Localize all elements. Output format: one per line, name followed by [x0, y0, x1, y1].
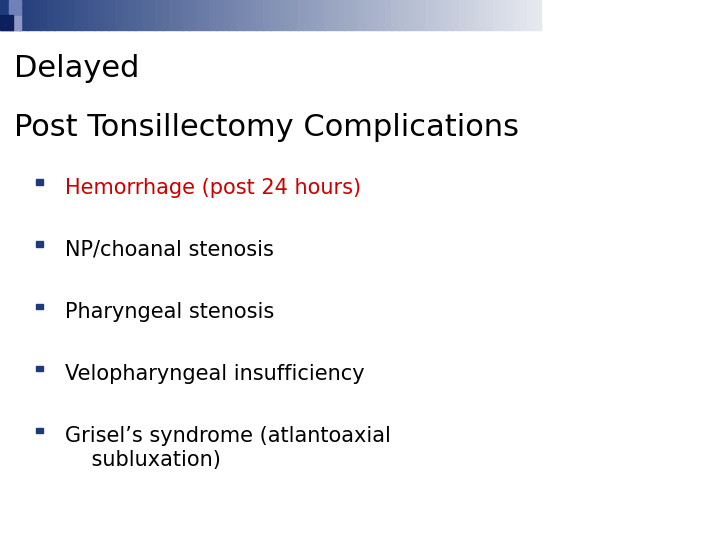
Text: Velopharyngeal insufficiency: Velopharyngeal insufficiency [65, 364, 364, 384]
Bar [196, 0, 203, 30]
Bar [398, 0, 406, 30]
Bar [36, 179, 43, 185]
Bar [438, 0, 446, 30]
Bar [176, 0, 183, 30]
Bar [506, 0, 514, 30]
Text: Hemorrhage (post 24 hours): Hemorrhage (post 24 hours) [65, 178, 361, 198]
Bar [94, 0, 102, 30]
Bar [270, 0, 277, 30]
Bar [128, 0, 135, 30]
Bar [351, 0, 359, 30]
Bar [34, 0, 41, 30]
Bar [243, 0, 251, 30]
Bar [418, 0, 426, 30]
Bar [9, 16, 21, 30]
Text: Pharyngeal stenosis: Pharyngeal stenosis [65, 302, 274, 322]
Text: Delayed: Delayed [14, 54, 140, 83]
Bar [162, 0, 169, 30]
Bar [466, 0, 473, 30]
Bar [459, 0, 467, 30]
Bar [36, 366, 43, 371]
Bar [500, 0, 507, 30]
Bar [452, 0, 460, 30]
Bar [236, 0, 243, 30]
Bar [48, 0, 55, 30]
Bar [520, 0, 527, 30]
Bar [6, 0, 14, 30]
Bar [526, 0, 534, 30]
Bar [392, 0, 399, 30]
Bar [108, 0, 115, 30]
Bar [446, 0, 453, 30]
Bar [189, 0, 197, 30]
Bar [264, 0, 271, 30]
Bar [36, 303, 43, 309]
Bar [88, 0, 95, 30]
Bar [330, 0, 338, 30]
Bar [156, 0, 163, 30]
Bar [297, 0, 305, 30]
Bar [344, 0, 352, 30]
Bar [513, 0, 521, 30]
Bar [230, 0, 237, 30]
Bar [412, 0, 419, 30]
Text: Grisel’s syndrome (atlantoaxial
    subluxation): Grisel’s syndrome (atlantoaxial subluxat… [65, 426, 391, 470]
Bar [182, 0, 190, 30]
Bar [60, 0, 68, 30]
Bar [304, 0, 311, 30]
Text: NP/choanal stenosis: NP/choanal stenosis [65, 240, 274, 260]
Bar [492, 0, 500, 30]
Bar [432, 0, 439, 30]
Bar [36, 428, 43, 433]
Bar [472, 0, 480, 30]
Bar [358, 0, 365, 30]
Bar [9, 0, 21, 16]
Bar [216, 0, 223, 30]
Bar [405, 0, 413, 30]
Bar [210, 0, 217, 30]
Bar [364, 0, 372, 30]
Bar [534, 0, 541, 30]
Bar [142, 0, 149, 30]
Bar [54, 0, 61, 30]
Bar [290, 0, 298, 30]
Bar [324, 0, 331, 30]
Bar [0, 15, 13, 30]
Bar [36, 241, 43, 247]
Bar [14, 0, 21, 30]
Bar [114, 0, 122, 30]
Bar [426, 0, 433, 30]
Bar [318, 0, 325, 30]
Bar [378, 0, 385, 30]
Bar [256, 0, 264, 30]
Bar [68, 0, 75, 30]
Bar [480, 0, 487, 30]
Bar [384, 0, 392, 30]
Bar [20, 0, 27, 30]
Bar [276, 0, 284, 30]
Bar [40, 0, 48, 30]
Bar [27, 0, 35, 30]
Bar [250, 0, 257, 30]
Bar [81, 0, 89, 30]
Bar [310, 0, 318, 30]
Bar [74, 0, 82, 30]
Bar [202, 0, 210, 30]
Bar [122, 0, 129, 30]
Bar [0, 0, 7, 30]
Bar [168, 0, 176, 30]
Bar [102, 0, 109, 30]
Bar [284, 0, 291, 30]
Bar [148, 0, 156, 30]
Bar [486, 0, 493, 30]
Bar [338, 0, 345, 30]
Bar [372, 0, 379, 30]
Bar [222, 0, 230, 30]
Text: Post Tonsillectomy Complications: Post Tonsillectomy Complications [14, 113, 519, 143]
Bar [135, 0, 143, 30]
